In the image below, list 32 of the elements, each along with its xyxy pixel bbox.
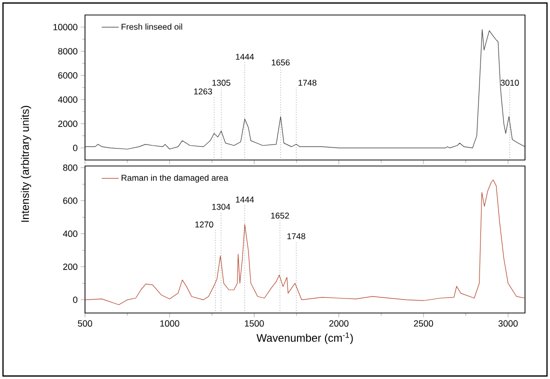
x-tick-label: 1500 [244,320,264,327]
y-tick-label: 200 [63,264,78,270]
y-tick-label: 600 [63,198,78,204]
y-tick-label: 800 [63,164,78,171]
x-tick-label: 2500 [414,320,434,327]
y-tick-label: 4000 [58,96,78,103]
y-axis-title: Intensity (arbitrary units) [20,106,32,222]
ref-line-label: 1305 [212,80,230,86]
y-tick-label: 0 [73,296,78,303]
ref-line-label: 1748 [287,233,306,240]
ref-line-label: 1444 [236,196,254,202]
ref-line-label: 1748 [298,80,316,86]
x-axis-title: Wavenumber (cm$^{-1}$) [256,332,353,344]
x-tick-label: 1000 [160,320,180,327]
y-tick-label: 0 [73,144,78,152]
ref-line-label: 1263 [194,88,212,94]
y-tick-label: 400 [62,230,78,237]
ref-line-label: 1270 [195,221,214,228]
ref-line-label: 3010 [500,80,519,86]
legend-label: Raman in the damaged area [122,174,228,182]
x-tick-label: 3000 [498,320,518,327]
y-tick-label: 6000 [58,72,78,79]
ref-line-label: 1444 [236,54,254,60]
ref-line-label: 1304 [212,204,230,210]
y-tick-label: 10000 [53,24,78,30]
x-tick-label: 2000 [329,320,348,327]
legend-label: Fresh linseed oil [122,24,182,30]
ref-line-label: 1652 [271,212,289,219]
y-tick-label: 2000 [58,120,78,127]
ref-line-label: 1656 [272,59,290,66]
y-tick-label: 8000 [58,48,78,54]
x-tick-label: 500 [78,320,92,327]
